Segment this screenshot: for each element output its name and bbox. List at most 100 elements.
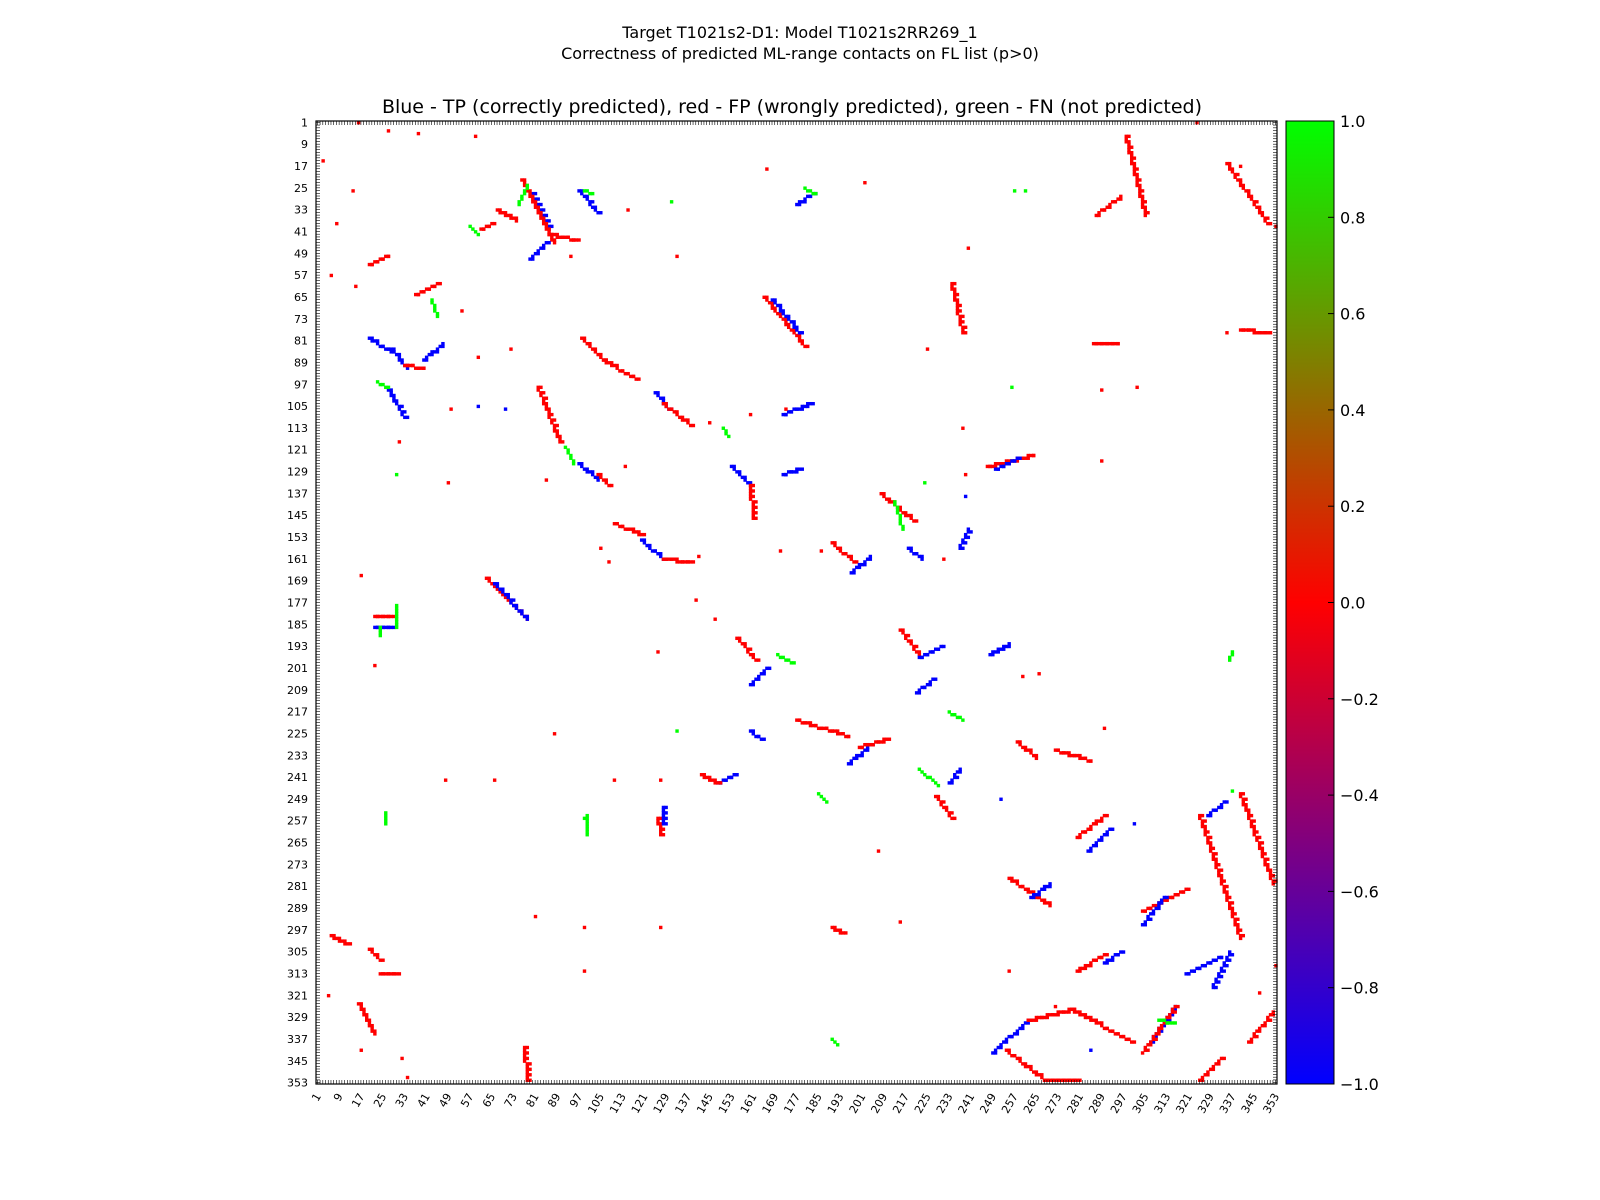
contact-cell-fp	[906, 633, 911, 638]
contact-cell-tp	[501, 590, 505, 594]
contact-cell-fp	[1263, 852, 1267, 856]
contact-cell-fp	[803, 344, 807, 349]
x-tick-label: 273	[1043, 1091, 1065, 1116]
contact-cell-fp	[762, 295, 766, 299]
contact-cell-tp	[405, 415, 410, 420]
contact-cell-fp	[601, 358, 606, 362]
contact-cell-fp	[365, 1015, 369, 1020]
contact-cell-fp	[506, 598, 510, 602]
contact-cell-tp	[729, 464, 734, 469]
contact-cell-fp	[555, 235, 559, 239]
contact-cell-fp	[1018, 742, 1022, 747]
contact-cell-fp	[367, 1021, 372, 1025]
contact-cell-tp	[808, 401, 813, 406]
contact-cell-fp	[427, 287, 432, 291]
contact-cell-tp	[789, 470, 794, 474]
contact-cell-fp	[544, 404, 549, 409]
contact-cell-fp	[904, 633, 908, 638]
contact-cell-fp	[1219, 868, 1224, 872]
contact-cell-fp	[961, 320, 965, 324]
contact-cell-fp	[1083, 1013, 1088, 1017]
contact-cell-tp	[955, 775, 960, 780]
contact-cell-fp	[528, 1078, 532, 1082]
contact-cell-fp	[359, 1007, 363, 1012]
contact-cell-fp	[544, 407, 549, 411]
contact-cell-tp	[650, 549, 655, 553]
contact-cell-fp	[1018, 884, 1022, 889]
contact-cell-fp	[688, 423, 693, 428]
contact-cell-fp	[784, 322, 788, 327]
contact-cell-tp	[370, 339, 374, 343]
contact-cell-fp	[955, 301, 960, 305]
contact-cell-fp	[1023, 745, 1028, 750]
contact-cell-fp	[558, 235, 562, 239]
contact-cell-fn	[833, 1040, 837, 1044]
contact-cell-fp	[1238, 164, 1243, 169]
contact-cell-tp	[547, 224, 551, 229]
contact-cell-fp	[618, 524, 622, 529]
contact-cell-tp	[1168, 1018, 1172, 1022]
contact-cell-tp	[740, 475, 745, 480]
contact-cell-tp	[400, 412, 404, 417]
contact-cell-tp	[590, 200, 595, 204]
contact-cell-fp	[326, 993, 331, 998]
contact-cell-tp	[1157, 906, 1161, 911]
contact-cell-tp	[746, 481, 750, 485]
contact-cell-tp	[917, 688, 922, 692]
contact-cell-fn	[811, 191, 815, 196]
contact-cell-fp	[819, 726, 824, 731]
contact-cell-fp	[1252, 1034, 1256, 1039]
contact-cell-tp	[547, 241, 551, 245]
contact-cell-fp	[1029, 748, 1033, 752]
contact-cell-fp	[1252, 819, 1256, 823]
contact-cell-tp	[514, 603, 519, 608]
colorbar	[1285, 120, 1335, 1085]
contact-cell-fp	[1061, 1078, 1066, 1082]
contact-cell-fp	[1075, 1010, 1079, 1014]
y-tick-label: 201	[287, 662, 308, 675]
contact-cell-tp	[1004, 1040, 1009, 1044]
contact-cell-fp	[525, 1070, 530, 1074]
contact-cell-tp	[495, 582, 500, 586]
y-tick-label: 297	[287, 924, 308, 937]
contact-cell-fp	[367, 947, 372, 952]
contact-cell-fn	[1168, 1021, 1172, 1025]
contact-cell-fp	[1132, 164, 1137, 169]
contact-cell-tp	[917, 554, 922, 559]
contact-cell-fp	[1102, 953, 1107, 957]
contact-cell-fp	[958, 314, 962, 319]
contact-cell-tp	[384, 347, 388, 351]
contact-cell-fp	[1097, 819, 1101, 823]
contact-cell-fp	[495, 587, 500, 591]
contact-cell-fp	[525, 1051, 530, 1055]
contact-cell-tp	[969, 530, 973, 534]
contact-cell-fp	[751, 508, 755, 512]
contact-cell-fp	[1228, 895, 1232, 900]
contact-cell-fp	[1105, 953, 1109, 957]
contact-cell-tp	[852, 571, 856, 575]
contact-cell-fp	[637, 530, 641, 534]
contact-cell-fp	[555, 232, 559, 237]
x-tick-label: 121	[629, 1091, 651, 1116]
contact-cell-fp	[1244, 803, 1248, 807]
contact-cell-tp	[1119, 950, 1123, 954]
y-tick-label: 97	[294, 378, 308, 391]
contact-cell-fp	[550, 412, 554, 417]
contact-cell-fp	[386, 972, 391, 976]
contact-cell-tp	[1031, 893, 1036, 897]
contact-cell-tp	[386, 347, 391, 351]
contact-cell-fp	[1091, 1018, 1096, 1022]
contact-cell-tp	[588, 200, 592, 204]
contact-cell-fp	[522, 178, 527, 182]
contact-cell-fp	[833, 928, 837, 932]
contact-cell-tp	[1026, 1021, 1030, 1025]
contact-cell-tp	[664, 811, 668, 815]
contact-cell-fp	[737, 639, 742, 643]
contact-cell-fp	[1274, 879, 1278, 883]
contact-cell-tp	[770, 298, 775, 302]
contact-cell-fp	[386, 614, 391, 619]
contact-cell-tp	[585, 197, 589, 201]
x-tick-label: 185	[803, 1091, 825, 1116]
contact-cell-fn	[1228, 658, 1232, 662]
contact-cell-fp	[487, 224, 491, 229]
